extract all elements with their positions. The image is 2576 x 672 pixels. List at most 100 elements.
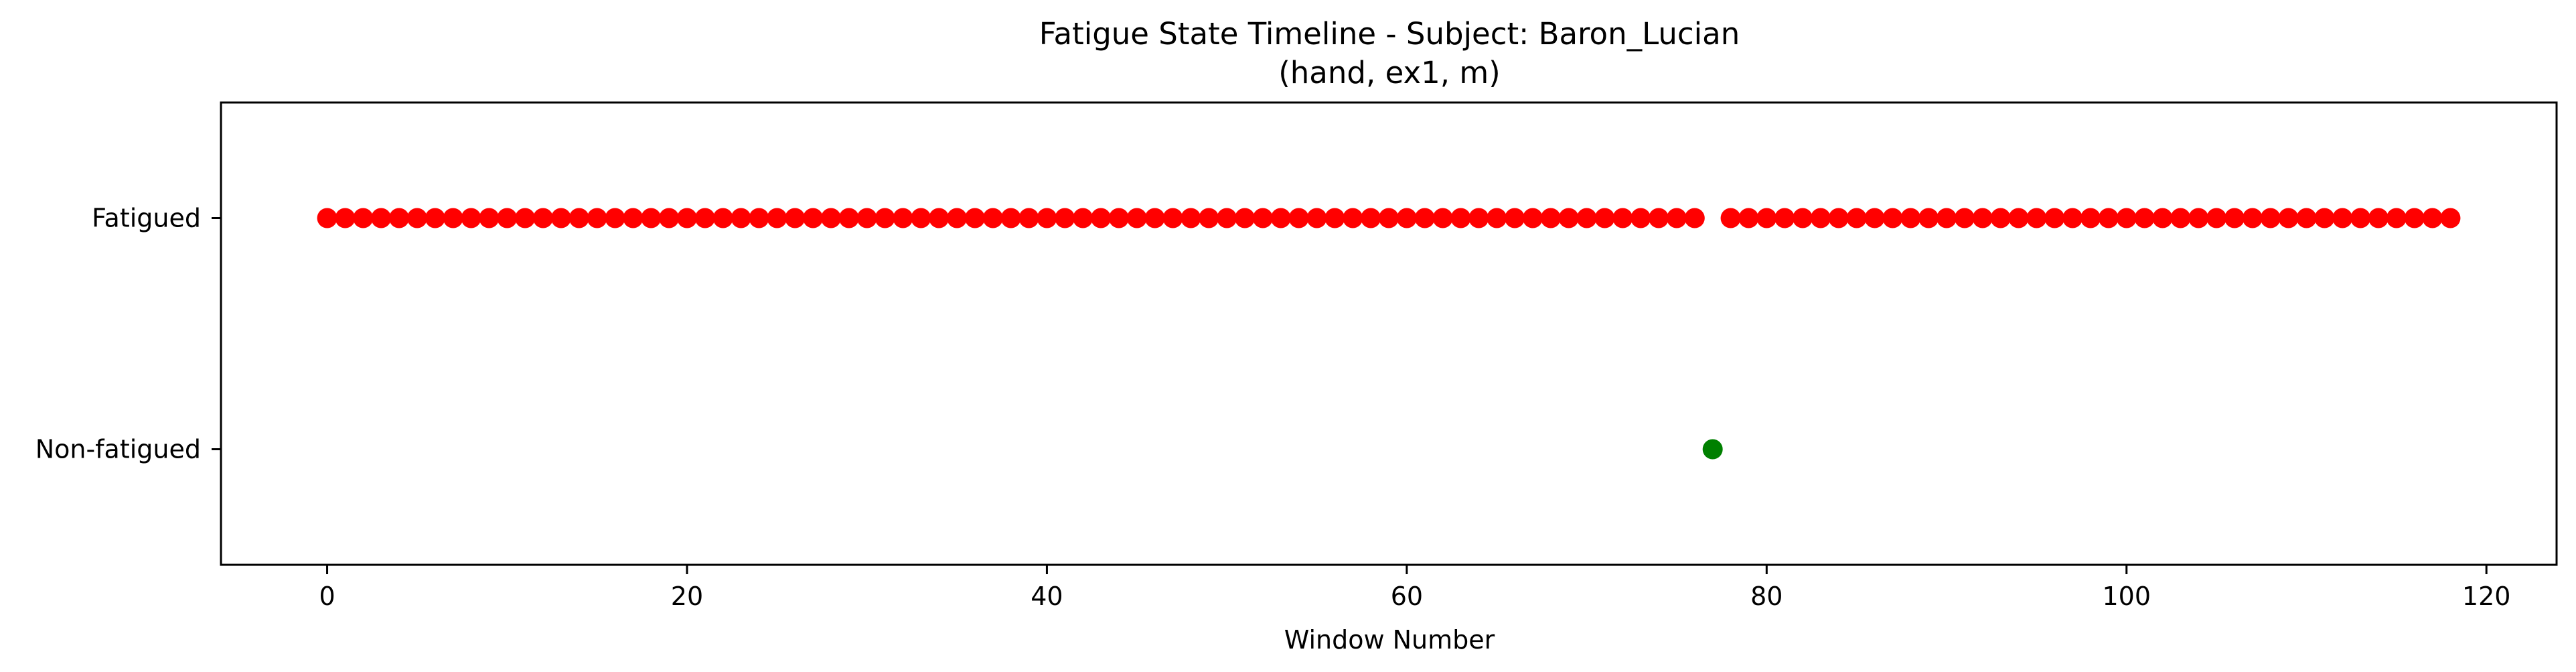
fatigued-point: [1738, 208, 1759, 228]
fatigued-point: [1450, 208, 1471, 228]
fatigued-point: [1990, 208, 2011, 228]
x-tick-label: 0: [319, 582, 335, 611]
chart-subtitle: (hand, ex1, m): [1278, 55, 1501, 90]
fatigued-point: [1972, 208, 1993, 228]
fatigued-point: [1396, 208, 1417, 228]
x-tick-label: 120: [2462, 582, 2511, 611]
fatigued-point: [1558, 208, 1579, 228]
fatigued-point: [1414, 208, 1435, 228]
fatigued-point: [1882, 208, 1903, 228]
fatigued-point: [2350, 208, 2371, 228]
fatigued-point: [1937, 208, 1957, 228]
x-tick-label: 100: [2102, 582, 2151, 611]
fatigued-point: [1288, 208, 1309, 228]
fatigued-point: [353, 208, 374, 228]
data-points: [317, 208, 2461, 460]
fatigued-point: [2170, 208, 2191, 228]
fatigued-point: [1324, 208, 1345, 228]
fatigued-point: [856, 208, 877, 228]
fatigued-point: [1018, 208, 1039, 228]
non-fatigued-point: [1702, 439, 1723, 460]
fatigued-point: [1666, 208, 1687, 228]
fatigued-point: [2332, 208, 2353, 228]
fatigued-point: [479, 208, 500, 228]
fatigued-point: [1199, 208, 1219, 228]
fatigued-point: [425, 208, 445, 228]
fatigued-point: [1181, 208, 1201, 228]
y-tick-label: Non-fatigued: [35, 435, 201, 464]
fatigued-point: [1361, 208, 1381, 228]
fatigued-point: [317, 208, 337, 228]
fatigued-point: [1162, 208, 1183, 228]
fatigued-point: [2260, 208, 2281, 228]
fatigued-point: [1235, 208, 1256, 228]
fatigued-point: [1828, 208, 1849, 228]
fatigued-point: [1073, 208, 1093, 228]
x-axis: 0 20 40 60 80 100 120: [319, 565, 2510, 611]
fatigued-point: [389, 208, 410, 228]
fatigued-point: [1522, 208, 1543, 228]
fatigued-point: [461, 208, 481, 228]
fatigued-point: [515, 208, 536, 228]
fatigued-point: [1000, 208, 1021, 228]
fatigued-point: [2008, 208, 2029, 228]
fatigued-point: [2440, 208, 2461, 228]
fatigued-point: [1918, 208, 1939, 228]
fatigued-point: [2062, 208, 2083, 228]
fatigued-point: [1864, 208, 1885, 228]
fatigued-point: [1954, 208, 1975, 228]
fatigued-point: [2404, 208, 2425, 228]
fatigued-point: [1594, 208, 1615, 228]
fatigued-point: [1684, 208, 1705, 228]
fatigued-point: [550, 208, 571, 228]
fatigued-point: [1126, 208, 1147, 228]
fatigued-point: [1505, 208, 1525, 228]
fatigued-point: [2188, 208, 2209, 228]
fatigued-point: [893, 208, 913, 228]
fatigued-point: [1270, 208, 1291, 228]
fatigued-point: [1487, 208, 1507, 228]
fatigued-point: [1252, 208, 1273, 228]
fatigued-point: [2296, 208, 2317, 228]
fatigued-point: [803, 208, 824, 228]
fatigued-point: [406, 208, 427, 228]
fatigued-point: [335, 208, 356, 228]
fatigued-point: [443, 208, 463, 228]
fatigued-point: [497, 208, 518, 228]
fatigued-point: [1576, 208, 1597, 228]
fatigued-point: [605, 208, 625, 228]
fatigued-point: [2368, 208, 2389, 228]
fatigued-point: [1612, 208, 1633, 228]
fatigued-point: [785, 208, 806, 228]
fatigued-point: [569, 208, 589, 228]
fatigued-point: [2242, 208, 2263, 228]
fatigued-point: [2116, 208, 2137, 228]
fatigued-point: [947, 208, 968, 228]
fatigued-point: [1343, 208, 1363, 228]
fatigued-point: [712, 208, 733, 228]
fatigued-point: [623, 208, 643, 228]
x-tick-label: 80: [1750, 582, 1783, 611]
fatigued-point: [1540, 208, 1561, 228]
x-axis-label: Window Number: [1284, 625, 1495, 655]
fatigued-point: [2422, 208, 2443, 228]
fatigued-point: [1432, 208, 1453, 228]
fatigued-point: [1774, 208, 1795, 228]
fatigued-point: [964, 208, 985, 228]
y-axis: Fatigued Non-fatigued: [35, 204, 221, 464]
chart-title: Fatigue State Timeline - Subject: Baron_…: [1039, 16, 1740, 52]
fatigued-point: [1108, 208, 1129, 228]
fatigued-point: [1900, 208, 1921, 228]
fatigued-point: [2314, 208, 2335, 228]
fatigued-point: [875, 208, 895, 228]
fatigued-point: [641, 208, 662, 228]
fatigued-point: [2134, 208, 2155, 228]
fatigued-point: [767, 208, 787, 228]
fatigued-point: [2044, 208, 2065, 228]
fatigued-point: [1846, 208, 1867, 228]
fatigued-point: [1468, 208, 1489, 228]
fatigued-point: [1720, 208, 1741, 228]
fatigued-point: [2206, 208, 2227, 228]
fatigued-point: [1793, 208, 1813, 228]
plot-area-frame: [220, 101, 2558, 566]
